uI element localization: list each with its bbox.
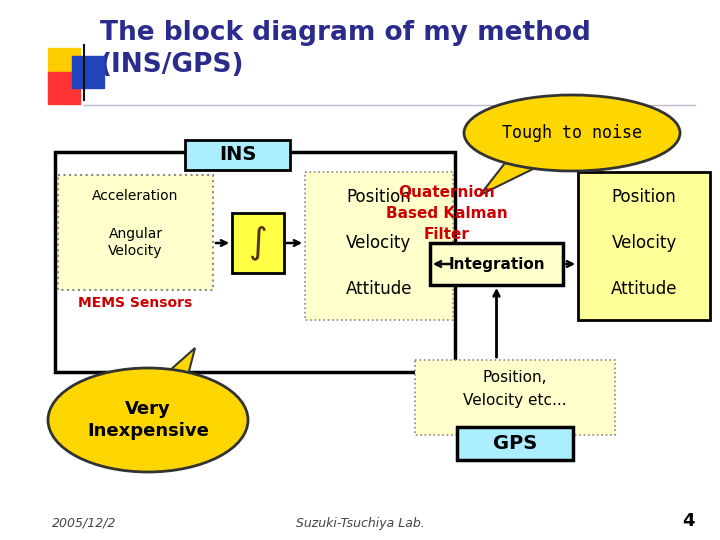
Text: GPS: GPS <box>493 434 537 453</box>
Bar <box>305 172 453 320</box>
Text: MEMS Sensors: MEMS Sensors <box>78 296 193 310</box>
Polygon shape <box>480 163 535 195</box>
Text: (INS/GPS): (INS/GPS) <box>100 52 245 78</box>
Polygon shape <box>168 348 195 375</box>
Bar <box>232 213 284 273</box>
Bar <box>185 140 290 170</box>
Ellipse shape <box>464 95 680 171</box>
Text: Quaternion
Based Kalman
Filter: Quaternion Based Kalman Filter <box>386 185 508 242</box>
Text: Suzuki-Tsuchiya Lab.: Suzuki-Tsuchiya Lab. <box>296 517 424 530</box>
Text: Position: Position <box>346 188 411 206</box>
Bar <box>55 152 455 372</box>
Text: The block diagram of my method: The block diagram of my method <box>100 20 591 46</box>
Text: Position: Position <box>611 188 676 206</box>
Bar <box>48 48 80 80</box>
Bar <box>72 56 104 88</box>
Text: Velocity: Velocity <box>346 234 412 252</box>
Text: Integration: Integration <box>448 256 545 272</box>
Bar <box>58 175 213 290</box>
Text: Position,
Velocity etc...: Position, Velocity etc... <box>463 370 567 408</box>
Text: Attitude: Attitude <box>611 280 678 298</box>
Text: Attitude: Attitude <box>346 280 413 298</box>
Bar <box>48 72 80 104</box>
Text: 2005/12/2: 2005/12/2 <box>52 517 117 530</box>
Ellipse shape <box>48 368 248 472</box>
Text: Velocity: Velocity <box>611 234 677 252</box>
Bar <box>578 172 710 320</box>
Text: INS: INS <box>219 145 256 165</box>
Bar <box>415 360 615 435</box>
Text: Very
Inexpensive: Very Inexpensive <box>87 400 209 440</box>
Text: ∫: ∫ <box>248 226 267 260</box>
Bar <box>430 243 563 285</box>
Text: Tough to noise: Tough to noise <box>502 124 642 142</box>
Text: Acceleration: Acceleration <box>92 189 179 203</box>
Text: Angular
Velocity: Angular Velocity <box>108 227 163 258</box>
Text: 4: 4 <box>683 512 695 530</box>
Bar <box>457 427 573 460</box>
